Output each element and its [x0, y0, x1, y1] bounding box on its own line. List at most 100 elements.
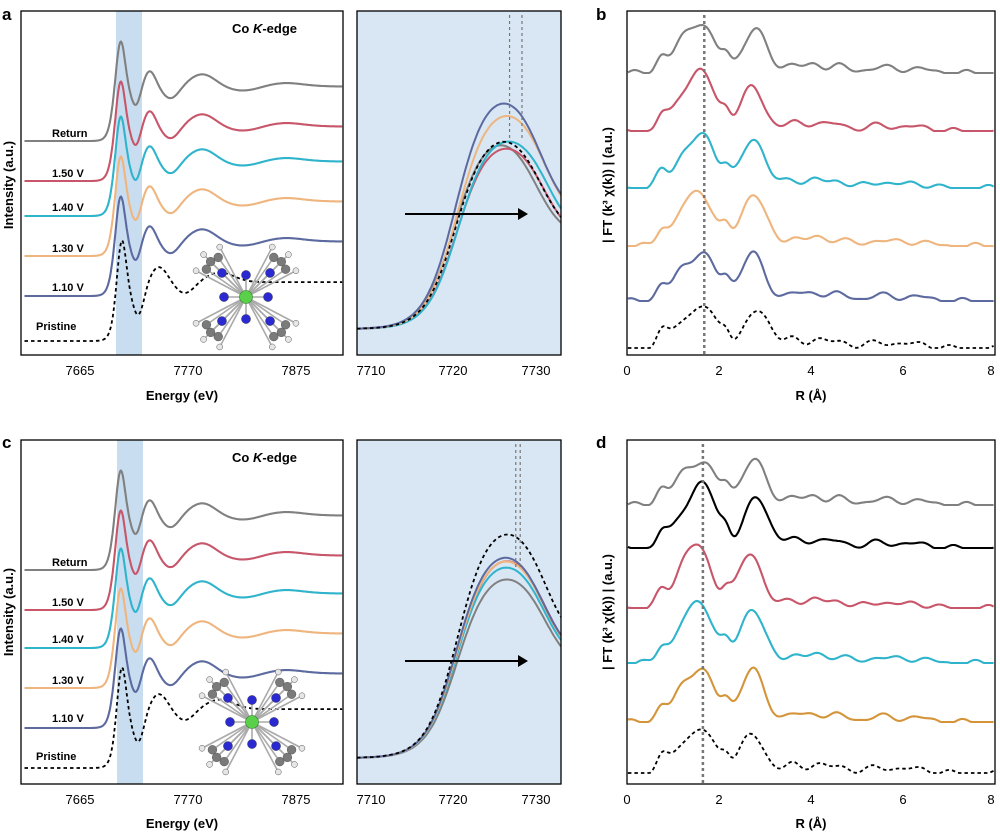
mol-atom [200, 336, 207, 343]
mol-atom [269, 717, 279, 727]
mol-atom [198, 745, 206, 752]
xanes-line-return [24, 40, 343, 143]
series-label-pristine-c: Pristine [36, 751, 76, 763]
mol-atom [271, 693, 281, 703]
ft-line-black_d [627, 480, 994, 550]
ft-line-pristine [627, 305, 994, 349]
panel-label-c: c [2, 433, 11, 452]
mol-atom [269, 243, 276, 251]
mol-atom [241, 314, 251, 324]
mol-bond [245, 268, 287, 298]
mol-atom [201, 264, 212, 274]
plot-frame-a [20, 10, 344, 356]
mol-bond [195, 270, 247, 298]
xtick-d-2: 4 [807, 792, 814, 807]
xtick-a-2: 7875 [282, 363, 311, 378]
edge-title-a: Co K-edge [232, 21, 297, 36]
xanes-line-v110 [24, 627, 343, 730]
panel-a: a Co K-edge Return 1.50 V 1.40 V 1.30 V … [1, 5, 562, 403]
mol-atom [219, 292, 229, 302]
xtick-c-2: 7875 [282, 792, 311, 807]
mol-bond [251, 681, 281, 723]
mol-atom [222, 668, 229, 676]
mol-bond [201, 721, 253, 749]
xtick-c-0: 7665 [66, 792, 95, 807]
mol-atom [217, 268, 227, 278]
xtick-b-0: 0 [623, 363, 630, 378]
xanes-line-v110 [24, 195, 343, 298]
mol-bond [245, 296, 273, 348]
mol-bond [223, 681, 253, 723]
mol-atom [291, 676, 298, 683]
mol-atom [285, 251, 292, 258]
mol-bond [251, 721, 281, 763]
mol-atom [298, 692, 306, 699]
series-label-150-c: 1.50 V [52, 597, 84, 609]
ft-line-v110 [627, 250, 994, 303]
xanes-line-v130 [24, 155, 343, 258]
xtick-d-3: 6 [899, 792, 906, 807]
plot-frame-d [626, 439, 996, 785]
edge-title-c: Co K-edge [232, 450, 297, 465]
mol-atom [280, 264, 291, 274]
mol-bond [251, 695, 303, 723]
mol-bond [245, 270, 297, 298]
mol-bond [223, 721, 253, 763]
xanes-line-v150 [24, 509, 343, 612]
mol-atom [269, 331, 279, 342]
mol-atom [241, 270, 251, 280]
series-label-150: 1.50 V [52, 168, 84, 180]
panel-label-d: d [596, 433, 606, 452]
mol-bond [245, 296, 287, 326]
xtick-d-1: 2 [715, 792, 722, 807]
mol-atom [207, 745, 218, 755]
series-label-130-c: 1.30 V [52, 675, 84, 687]
mol-atom [198, 692, 206, 699]
ft-line-pristine [627, 728, 994, 774]
cobalt-atom [245, 715, 259, 729]
mol-atom [192, 267, 200, 274]
inset-xtick-c-2: 7730 [522, 792, 551, 807]
mol-bond [251, 671, 279, 723]
mol-bond [205, 296, 247, 326]
mol-bond [219, 296, 247, 348]
ft-line-v150 [627, 67, 994, 133]
mol-atom [280, 320, 291, 330]
ft-curves-b [627, 15, 995, 355]
mol-atom [271, 741, 281, 751]
mol-atom [269, 252, 279, 263]
ylabel-d: | FT (k³ χ(k)) | (a.u.) [600, 554, 615, 670]
mol-bond [217, 256, 247, 298]
mol-bond [251, 721, 303, 749]
highlight-band-a [116, 11, 142, 355]
mol-atom [211, 681, 222, 692]
mol-atom [206, 761, 213, 768]
ylabel-a: Intensity (a.u.) [1, 141, 16, 229]
series-label-140: 1.40 V [52, 202, 84, 214]
xtick-d-4: 8 [987, 792, 994, 807]
mol-bond [245, 296, 297, 324]
ft-line-v130 [627, 189, 994, 248]
mol-atom [298, 745, 306, 752]
mol-atom [201, 320, 212, 330]
mol-atom [211, 752, 222, 763]
xanes-line-pristine [24, 239, 343, 342]
panel-label-b: b [596, 5, 606, 24]
mol-atom [275, 768, 282, 776]
xtick-b-3: 6 [899, 363, 906, 378]
inset-frame-a [356, 10, 562, 356]
mol-atom [286, 689, 297, 699]
xanes-line-v140 [24, 547, 343, 650]
panel-c: c Co K-edge Return 1.50 V 1.40 V 1.30 V … [1, 433, 562, 831]
inset-xtick-c-0: 7710 [357, 792, 386, 807]
mol-atom [247, 695, 257, 705]
inset-xtick-a-2: 7730 [522, 363, 551, 378]
xlabel-c: Energy (eV) [146, 816, 218, 831]
xlabel-a: Energy (eV) [146, 388, 218, 403]
ft-line-v140 [627, 599, 994, 665]
mol-atom [222, 768, 229, 776]
ft-line-v140 [627, 131, 995, 190]
plot-frame-c [20, 439, 344, 785]
mol-atom [216, 343, 223, 351]
